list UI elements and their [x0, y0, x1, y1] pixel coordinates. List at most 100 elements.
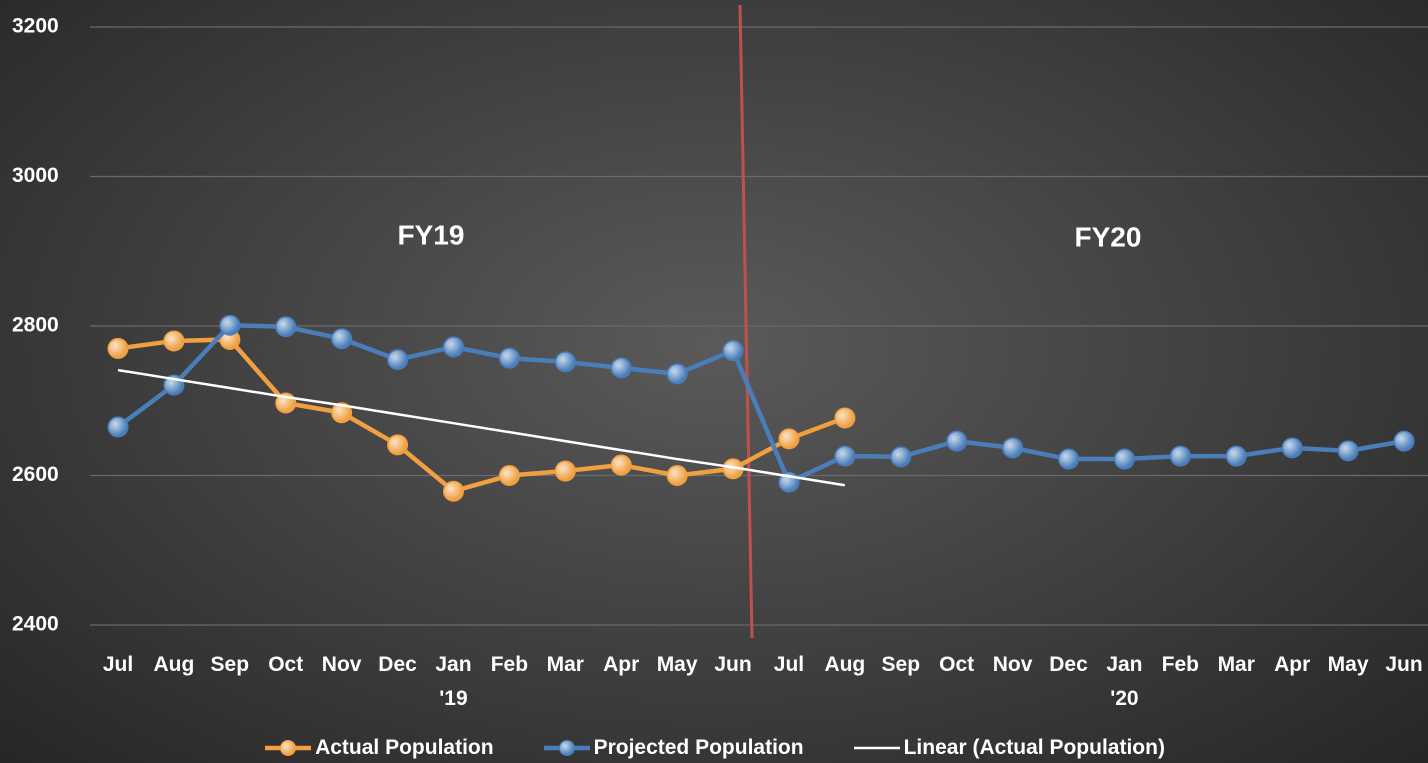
marker-sheen — [220, 316, 239, 335]
marker — [554, 351, 576, 373]
x-tick-label: Mar — [546, 653, 584, 676]
x-tick-label: Aug — [153, 653, 195, 676]
marker — [946, 430, 968, 452]
series-line — [117, 368, 846, 487]
x-tick-label: Apr — [603, 653, 640, 676]
legend-label: Actual Population — [315, 736, 494, 759]
x-tick-label: Nov — [321, 653, 362, 676]
marker-sheen — [109, 417, 127, 436]
marker-sheen — [1059, 450, 1078, 469]
legend: Actual Population Projected Population Lin… — [0, 736, 1428, 760]
marker — [275, 316, 297, 338]
marker — [442, 336, 464, 358]
marker-sheen — [388, 350, 407, 369]
x-tick-label: Apr — [1274, 653, 1311, 676]
marker — [107, 337, 129, 359]
x-tick-label: Jun — [714, 653, 752, 676]
marker-sheen — [332, 329, 351, 348]
marker — [610, 357, 632, 379]
marker-sheen — [500, 466, 519, 485]
marker — [331, 402, 353, 424]
x-tick-label: Oct — [268, 653, 304, 676]
marker — [666, 465, 688, 486]
legend-sheen — [281, 741, 296, 755]
marker-sheen — [835, 447, 854, 466]
annotation: FY19 — [398, 219, 465, 250]
marker — [498, 465, 520, 486]
x-tick-label: Jul — [102, 653, 134, 676]
marker-sheen — [109, 339, 127, 358]
legend-swatch — [853, 746, 900, 750]
legend-swatch — [543, 740, 590, 756]
marker — [498, 347, 520, 369]
marker-sheen — [724, 459, 743, 478]
marker-sheen — [668, 364, 687, 383]
marker — [331, 328, 353, 350]
legend-item: Linear (Actual Population) — [852, 736, 1165, 760]
marker-sheen — [444, 337, 463, 356]
x-tick-label: Jun — [1385, 653, 1423, 676]
y-tick-label: 2400 — [12, 613, 59, 636]
x-tick-label: Dec — [1049, 653, 1088, 676]
marker — [1113, 448, 1135, 470]
y-tick-label: 2800 — [12, 314, 59, 337]
marker-sheen — [388, 435, 407, 454]
marker-sheen — [500, 349, 519, 368]
y-tick-label: 2600 — [12, 463, 59, 486]
marker-sheen — [947, 432, 966, 451]
x-tick-label: Nov — [992, 653, 1033, 676]
x-tick-label: May — [1327, 653, 1369, 676]
marker — [1169, 445, 1191, 467]
legend-sheen — [559, 741, 574, 755]
x-tick-label: Mar — [1217, 653, 1255, 676]
fiscal-divider — [738, 4, 754, 639]
marker — [387, 349, 409, 371]
marker — [834, 445, 856, 467]
marker-sheen — [220, 330, 239, 349]
x-tick-label: Jan '19 — [435, 653, 472, 710]
marker-sheen — [1115, 450, 1134, 469]
marker-sheen — [779, 429, 798, 448]
marker-sheen — [612, 456, 631, 475]
marker-sheen — [1395, 432, 1413, 451]
x-tick-label: Aug — [824, 653, 866, 676]
legend-item: Actual Population — [263, 736, 494, 760]
annotation: FY20 — [1075, 221, 1142, 252]
marker — [1058, 448, 1080, 470]
marker-sheen — [891, 447, 910, 466]
x-tick-label: Dec — [378, 653, 417, 676]
marker — [1281, 437, 1303, 459]
marker — [610, 454, 632, 476]
marker — [163, 330, 185, 352]
marker-sheen — [835, 408, 854, 427]
marker — [1393, 430, 1415, 452]
marker-sheen — [556, 462, 575, 481]
x-tick-label: Sep — [210, 653, 250, 676]
marker — [219, 314, 241, 336]
marker-sheen — [1171, 447, 1190, 466]
marker — [1337, 440, 1359, 462]
legend-item: Projected Population — [542, 736, 804, 760]
x-tick-label: Sep — [881, 653, 921, 676]
marker — [834, 407, 856, 429]
marker — [722, 458, 744, 480]
legend-swatch — [265, 740, 312, 756]
x-tick-label: Jul — [773, 653, 805, 676]
marker-sheen — [444, 482, 463, 501]
x-tick-label: Feb — [490, 653, 529, 676]
y-tick-label: 3200 — [12, 15, 59, 38]
x-tick-label: Jan '20 — [1106, 653, 1143, 710]
marker-sheen — [332, 403, 351, 422]
marker-sheen — [164, 331, 183, 350]
marker-sheen — [1003, 438, 1022, 457]
marker — [1002, 437, 1024, 459]
x-tick-label: Feb — [1161, 653, 1200, 676]
marker — [778, 428, 800, 450]
legend-label: Projected Population — [593, 736, 804, 759]
marker-sheen — [276, 317, 295, 336]
marker — [442, 480, 464, 502]
marker — [1225, 445, 1247, 467]
marker-sheen — [668, 466, 687, 485]
